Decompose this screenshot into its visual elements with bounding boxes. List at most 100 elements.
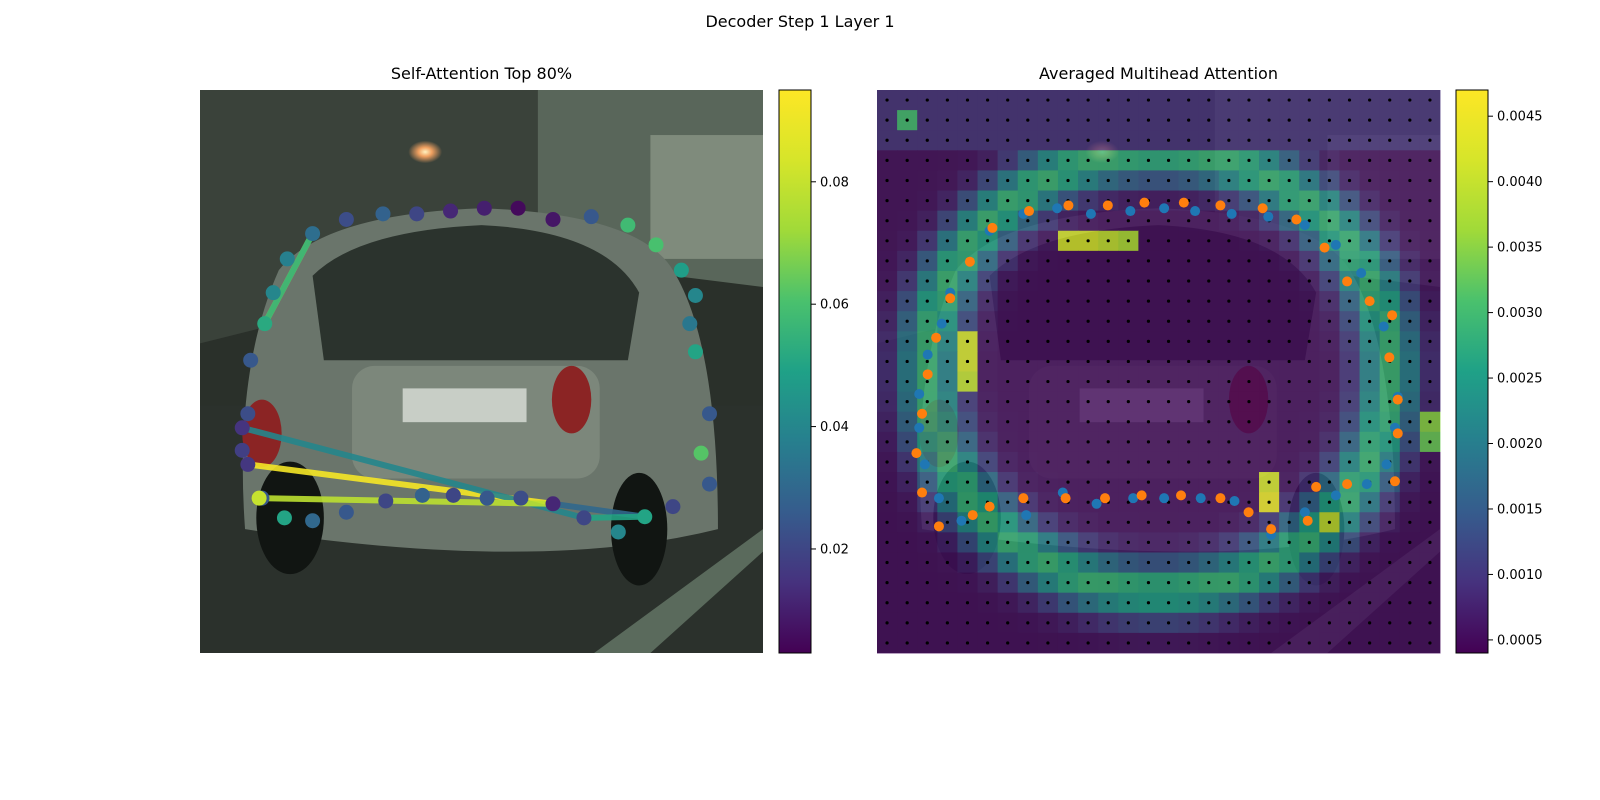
sampling-point — [1388, 319, 1392, 323]
query-point — [513, 490, 529, 506]
blue-point — [1361, 479, 1372, 490]
sampling-point — [1428, 560, 1432, 565]
sampling-point — [1307, 379, 1311, 384]
sampling-point — [1126, 379, 1130, 384]
sampling-point — [1126, 158, 1130, 162]
sampling-point — [1046, 359, 1050, 364]
sampling-point — [945, 500, 949, 504]
sampling-point — [1187, 219, 1191, 223]
sampling-point — [1267, 279, 1271, 283]
sampling-point — [1408, 198, 1412, 203]
sampling-point — [1166, 400, 1171, 404]
sampling-point — [885, 581, 889, 585]
sampling-point — [1006, 621, 1010, 625]
sampling-point — [885, 118, 889, 122]
sampling-point — [925, 98, 929, 102]
sampling-point — [1287, 560, 1291, 565]
sampling-point — [905, 621, 909, 625]
query-point — [251, 490, 267, 506]
sampling-point — [1146, 98, 1151, 102]
sampling-point — [1388, 601, 1392, 605]
orange-point — [1392, 428, 1403, 439]
sampling-point — [1307, 98, 1311, 102]
sampling-point — [1327, 178, 1332, 183]
sampling-point — [1126, 239, 1130, 243]
sampling-point — [1126, 118, 1130, 122]
sampling-point — [1126, 460, 1130, 464]
sampling-point — [1006, 500, 1010, 504]
colorbar-tick-label: 0.0030 — [1497, 306, 1543, 321]
sampling-point — [1347, 379, 1352, 384]
sampling-point — [1066, 440, 1070, 444]
sampling-point — [965, 379, 970, 384]
sampling-point — [1126, 560, 1130, 565]
sampling-point — [1166, 98, 1171, 102]
sampling-point — [925, 339, 929, 343]
sampling-point — [1227, 138, 1231, 142]
colorbar-gradient — [778, 89, 812, 654]
sampling-point — [1428, 420, 1432, 424]
sampling-point — [1126, 98, 1130, 102]
colorbar-tick-label: 0.08 — [820, 175, 849, 190]
averaged-attention-panel — [877, 90, 1441, 654]
sampling-point — [1106, 359, 1110, 364]
sampling-point — [1207, 259, 1211, 263]
sampling-point — [1066, 420, 1070, 424]
sampling-point — [1388, 279, 1392, 283]
sampling-point — [1227, 641, 1231, 645]
query-point — [305, 513, 321, 529]
sampling-point — [1428, 339, 1432, 343]
colorbar-tick-label: 0.0025 — [1497, 372, 1543, 387]
sampling-point — [1347, 219, 1352, 223]
sampling-point — [1227, 259, 1231, 263]
sampling-point — [1428, 641, 1432, 645]
sampling-point — [1026, 339, 1030, 343]
sampling-point — [1227, 581, 1231, 585]
sampling-point — [945, 520, 949, 524]
sampling-point — [905, 379, 909, 384]
sampling-point — [1187, 581, 1191, 585]
sampling-point — [925, 560, 929, 565]
sampling-point — [1187, 178, 1191, 183]
sampling-point — [1066, 299, 1070, 303]
sampling-point — [1428, 138, 1432, 142]
colorbar-tick-label: 0.0020 — [1497, 437, 1543, 452]
blue-point — [919, 459, 930, 470]
sampling-point — [1307, 178, 1311, 183]
sampling-point — [885, 641, 889, 645]
sampling-point — [1368, 158, 1372, 162]
sampling-point — [1126, 540, 1130, 545]
sampling-point — [1086, 621, 1090, 625]
sampling-point — [1267, 178, 1271, 183]
sampling-point — [965, 219, 970, 223]
sampling-point — [1146, 601, 1151, 605]
sampling-point — [945, 400, 949, 404]
sampling-point — [1146, 520, 1151, 524]
orange-point — [1364, 296, 1375, 307]
query-point — [243, 352, 259, 368]
sampling-point — [1086, 581, 1090, 585]
query-point — [610, 524, 626, 540]
orange-point — [917, 408, 928, 419]
sampling-point — [1026, 219, 1030, 223]
sampling-point — [1187, 239, 1191, 243]
query-point — [648, 237, 664, 253]
sampling-point — [1006, 178, 1010, 183]
sampling-point — [1166, 540, 1171, 545]
sampling-point — [1166, 359, 1171, 364]
sampling-point — [1307, 560, 1311, 565]
sampling-point — [1006, 560, 1010, 565]
sampling-point — [1086, 359, 1090, 364]
query-point — [445, 487, 461, 503]
sampling-point — [1006, 259, 1010, 263]
sampling-point — [1227, 480, 1231, 484]
sampling-point — [925, 279, 929, 283]
orange-point — [1139, 197, 1150, 208]
query-point — [443, 203, 459, 219]
orange-point — [1291, 214, 1302, 225]
query-point — [234, 420, 250, 436]
sampling-point — [1267, 400, 1271, 404]
sampling-point — [1428, 319, 1432, 323]
sampling-point — [1247, 299, 1251, 303]
sampling-point — [1428, 460, 1432, 464]
